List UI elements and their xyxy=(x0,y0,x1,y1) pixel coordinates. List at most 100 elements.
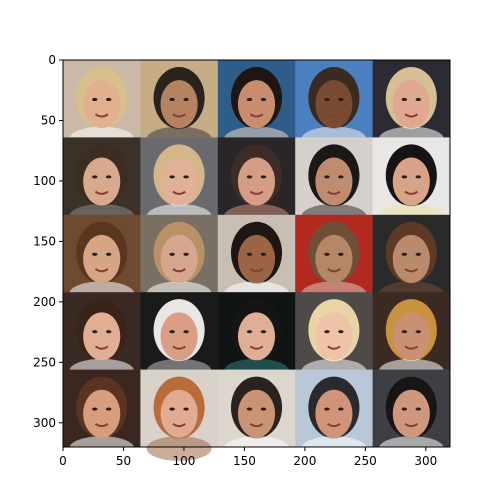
x-tick-label-200: 200 xyxy=(293,454,316,468)
face-r3-c2-skin xyxy=(160,234,198,283)
face-r4-c5-right-eye xyxy=(415,330,421,334)
face-r4-c5-left-eye xyxy=(401,330,408,334)
face-r5-c2-shoulders xyxy=(146,436,212,461)
face-r5-c2-mouth xyxy=(172,422,186,428)
face-r5-c5-skin xyxy=(392,389,430,438)
face-r3-c2-left-eye xyxy=(169,252,175,256)
face-r2-c4-mouth xyxy=(327,190,341,195)
face-r3-c5-skin xyxy=(392,234,430,283)
face-r5-c3-skin xyxy=(237,389,276,438)
face-r5-c2-left-eye xyxy=(169,407,175,411)
image-axes: 0 50 100 150 200 250 300 0 50 100 150 200 250 300 xyxy=(33,53,451,468)
face-r1-c3-left-eye xyxy=(246,97,253,102)
face-r4-c3-left-eye xyxy=(246,330,253,334)
face-r1-c3-mouth xyxy=(249,113,264,118)
face-r2-c4 xyxy=(295,137,374,229)
x-tick-label-150: 150 xyxy=(233,454,256,468)
face-r2-c2-mouth xyxy=(172,190,186,195)
face-r3-c2-right-eye xyxy=(183,252,189,256)
face-r5-c2 xyxy=(140,369,219,461)
face-r4-c1-right-eye xyxy=(105,330,112,334)
face-r5-c2-skin xyxy=(160,389,198,438)
face-r5-c4 xyxy=(295,369,374,461)
x-tick-label-250: 250 xyxy=(354,454,377,468)
face-r3-c5-right-eye xyxy=(415,252,421,256)
face-r3-c2-mouth xyxy=(172,268,186,273)
face-r5-c1-right-eye xyxy=(105,407,112,411)
face-r4-c4-left-eye xyxy=(324,330,330,334)
face-r2-c1 xyxy=(63,137,141,229)
face-r1-c4-right-eye xyxy=(338,97,344,102)
face-r4-c2-skin xyxy=(160,312,198,361)
face-r1-c1 xyxy=(63,60,141,152)
face-r4-c2-left-eye xyxy=(169,330,175,334)
face-r2-c4-skin xyxy=(315,157,353,206)
face-r2-c1-skin xyxy=(83,157,121,206)
face-r1-c5 xyxy=(372,60,451,152)
face-r1-c1-right-eye xyxy=(105,97,112,102)
face-r4-c2-mouth xyxy=(172,345,186,350)
face-r5-c3-mouth xyxy=(249,422,264,428)
face-r5-c5-mouth xyxy=(404,422,419,428)
face-r4-c4-skin xyxy=(315,312,353,361)
face-r5-c5-right-eye xyxy=(415,407,421,411)
face-r3-c3-skin xyxy=(237,234,276,283)
face-r1-c2-mouth xyxy=(172,113,186,118)
face-r3-c4-left-eye xyxy=(324,252,330,256)
face-r5-c3-left-eye xyxy=(246,407,253,411)
face-r4-c1-skin xyxy=(83,312,121,361)
face-r5-c5-shoulders xyxy=(378,436,444,461)
face-r3-c3 xyxy=(217,214,296,307)
face-r1-c4-left-eye xyxy=(324,97,330,102)
face-r2-c1-left-eye xyxy=(92,175,98,179)
face-r1-c3-right-eye xyxy=(260,97,267,102)
face-r4-c5-skin xyxy=(392,312,430,361)
face-r4-c3 xyxy=(217,292,296,384)
face-r2-c5-left-eye xyxy=(401,175,408,179)
face-r3-c1-mouth xyxy=(94,268,109,273)
x-tick-label-0: 0 xyxy=(59,454,67,468)
face-r2-c5 xyxy=(372,137,451,229)
face-r5-c5 xyxy=(372,369,451,461)
face-r5-c1-shoulders xyxy=(69,436,135,461)
face-r2-c2-skin xyxy=(160,157,198,206)
face-r1-c5-right-eye xyxy=(415,97,421,102)
face-r2-c1-right-eye xyxy=(105,175,112,179)
face-r3-c4-skin xyxy=(315,234,353,283)
face-r5-c4-shoulders xyxy=(301,436,367,461)
face-r5-c1-mouth xyxy=(94,422,109,428)
face-r1-c2-left-eye xyxy=(169,97,175,102)
face-r1-c1-skin xyxy=(83,80,121,129)
face-r4-c3-mouth xyxy=(249,345,264,350)
face-r2-c3-skin xyxy=(237,157,276,206)
y-tick-label-200: 200 xyxy=(33,295,56,309)
face-r4-c3-skin xyxy=(237,312,276,361)
face-r4-c4-mouth xyxy=(327,345,341,350)
face-r5-c1-left-eye xyxy=(92,407,98,411)
face-r1-c1-mouth xyxy=(94,113,109,118)
face-r4-c2-right-eye xyxy=(183,330,189,334)
image-tiles xyxy=(63,60,451,461)
face-r1-c5-mouth xyxy=(404,113,419,118)
face-r1-c5-left-eye xyxy=(401,97,408,102)
y-tick-label-150: 150 xyxy=(33,234,56,248)
y-tick-label-100: 100 xyxy=(33,174,56,188)
face-r1-c4-mouth xyxy=(327,113,341,118)
face-r4-c1-left-eye xyxy=(92,330,98,334)
face-r3-c4-mouth xyxy=(327,268,341,273)
face-r3-c3-right-eye xyxy=(260,252,267,256)
y-tick-label-0: 0 xyxy=(48,53,56,67)
y-tick-label-250: 250 xyxy=(33,355,56,369)
y-tick-label-50: 50 xyxy=(41,113,56,127)
face-r5-c3 xyxy=(217,369,296,461)
face-r2-c5-mouth xyxy=(404,190,419,195)
face-r2-c1-mouth xyxy=(94,190,109,195)
axes-frame xyxy=(62,59,451,448)
face-r2-c5-skin xyxy=(392,157,430,206)
face-r5-c4-right-eye xyxy=(338,407,344,411)
face-r5-c4-left-eye xyxy=(324,407,330,411)
face-r4-c3-right-eye xyxy=(260,330,267,334)
face-r4-c1-mouth xyxy=(94,345,109,350)
face-r4-c1 xyxy=(63,292,141,384)
